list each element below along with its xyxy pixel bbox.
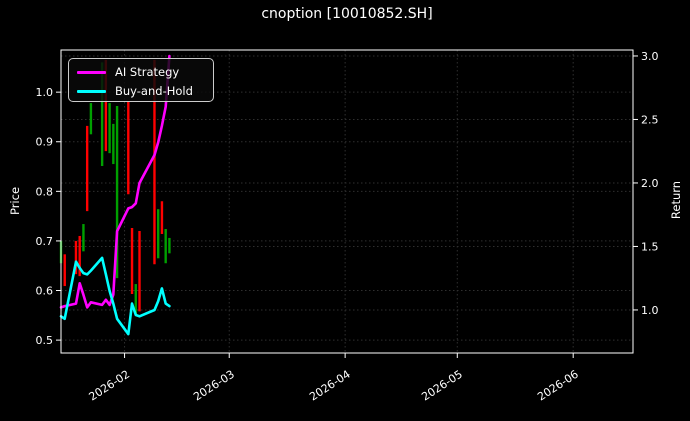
- date-tick-label: 2026-02: [87, 368, 133, 404]
- return-tick-label: 3.0: [641, 50, 659, 63]
- return-tick-label: 1.0: [641, 304, 659, 317]
- price-tick-label: 1.0: [36, 86, 54, 99]
- plot-frame: [60, 49, 634, 354]
- date-tick-label: 2026-05: [419, 368, 465, 404]
- price-axis-label: Price: [8, 186, 22, 216]
- legend-label-ai-strategy: AI Strategy: [115, 65, 180, 79]
- legend-item-ai-strategy: AI Strategy: [77, 63, 205, 81]
- return-axis-label: Return: [669, 180, 683, 220]
- buy-and-hold-line: [59, 256, 171, 336]
- ai-strategy-line: [59, 54, 171, 309]
- return-tick-label: 2.0: [641, 177, 659, 190]
- legend-item-buy-and-hold: Buy-and-Hold: [77, 82, 205, 100]
- price-tick-label: 0.5: [36, 334, 54, 347]
- legend: AI Strategy Buy-and-Hold: [68, 58, 214, 102]
- date-tick-label: 2026-04: [307, 368, 353, 404]
- return-tick-label: 2.5: [641, 113, 659, 126]
- price-tick-label: 0.9: [36, 136, 54, 149]
- price-tick-label: 0.8: [36, 185, 54, 198]
- chart-title: cnoption [10010852.SH]: [261, 6, 433, 22]
- return-tick-label: 1.5: [641, 240, 659, 253]
- date-tick-label: 2026-06: [535, 368, 581, 404]
- price-tick-label: 0.7: [36, 235, 54, 248]
- ai-strategy-line-sample: [77, 70, 106, 74]
- legend-label-buy-and-hold: Buy-and-Hold: [115, 84, 193, 98]
- date-tick-label: 2026-03: [191, 368, 237, 404]
- price-tick-label: 0.6: [36, 285, 54, 298]
- buy-and-hold-line-sample: [77, 89, 106, 93]
